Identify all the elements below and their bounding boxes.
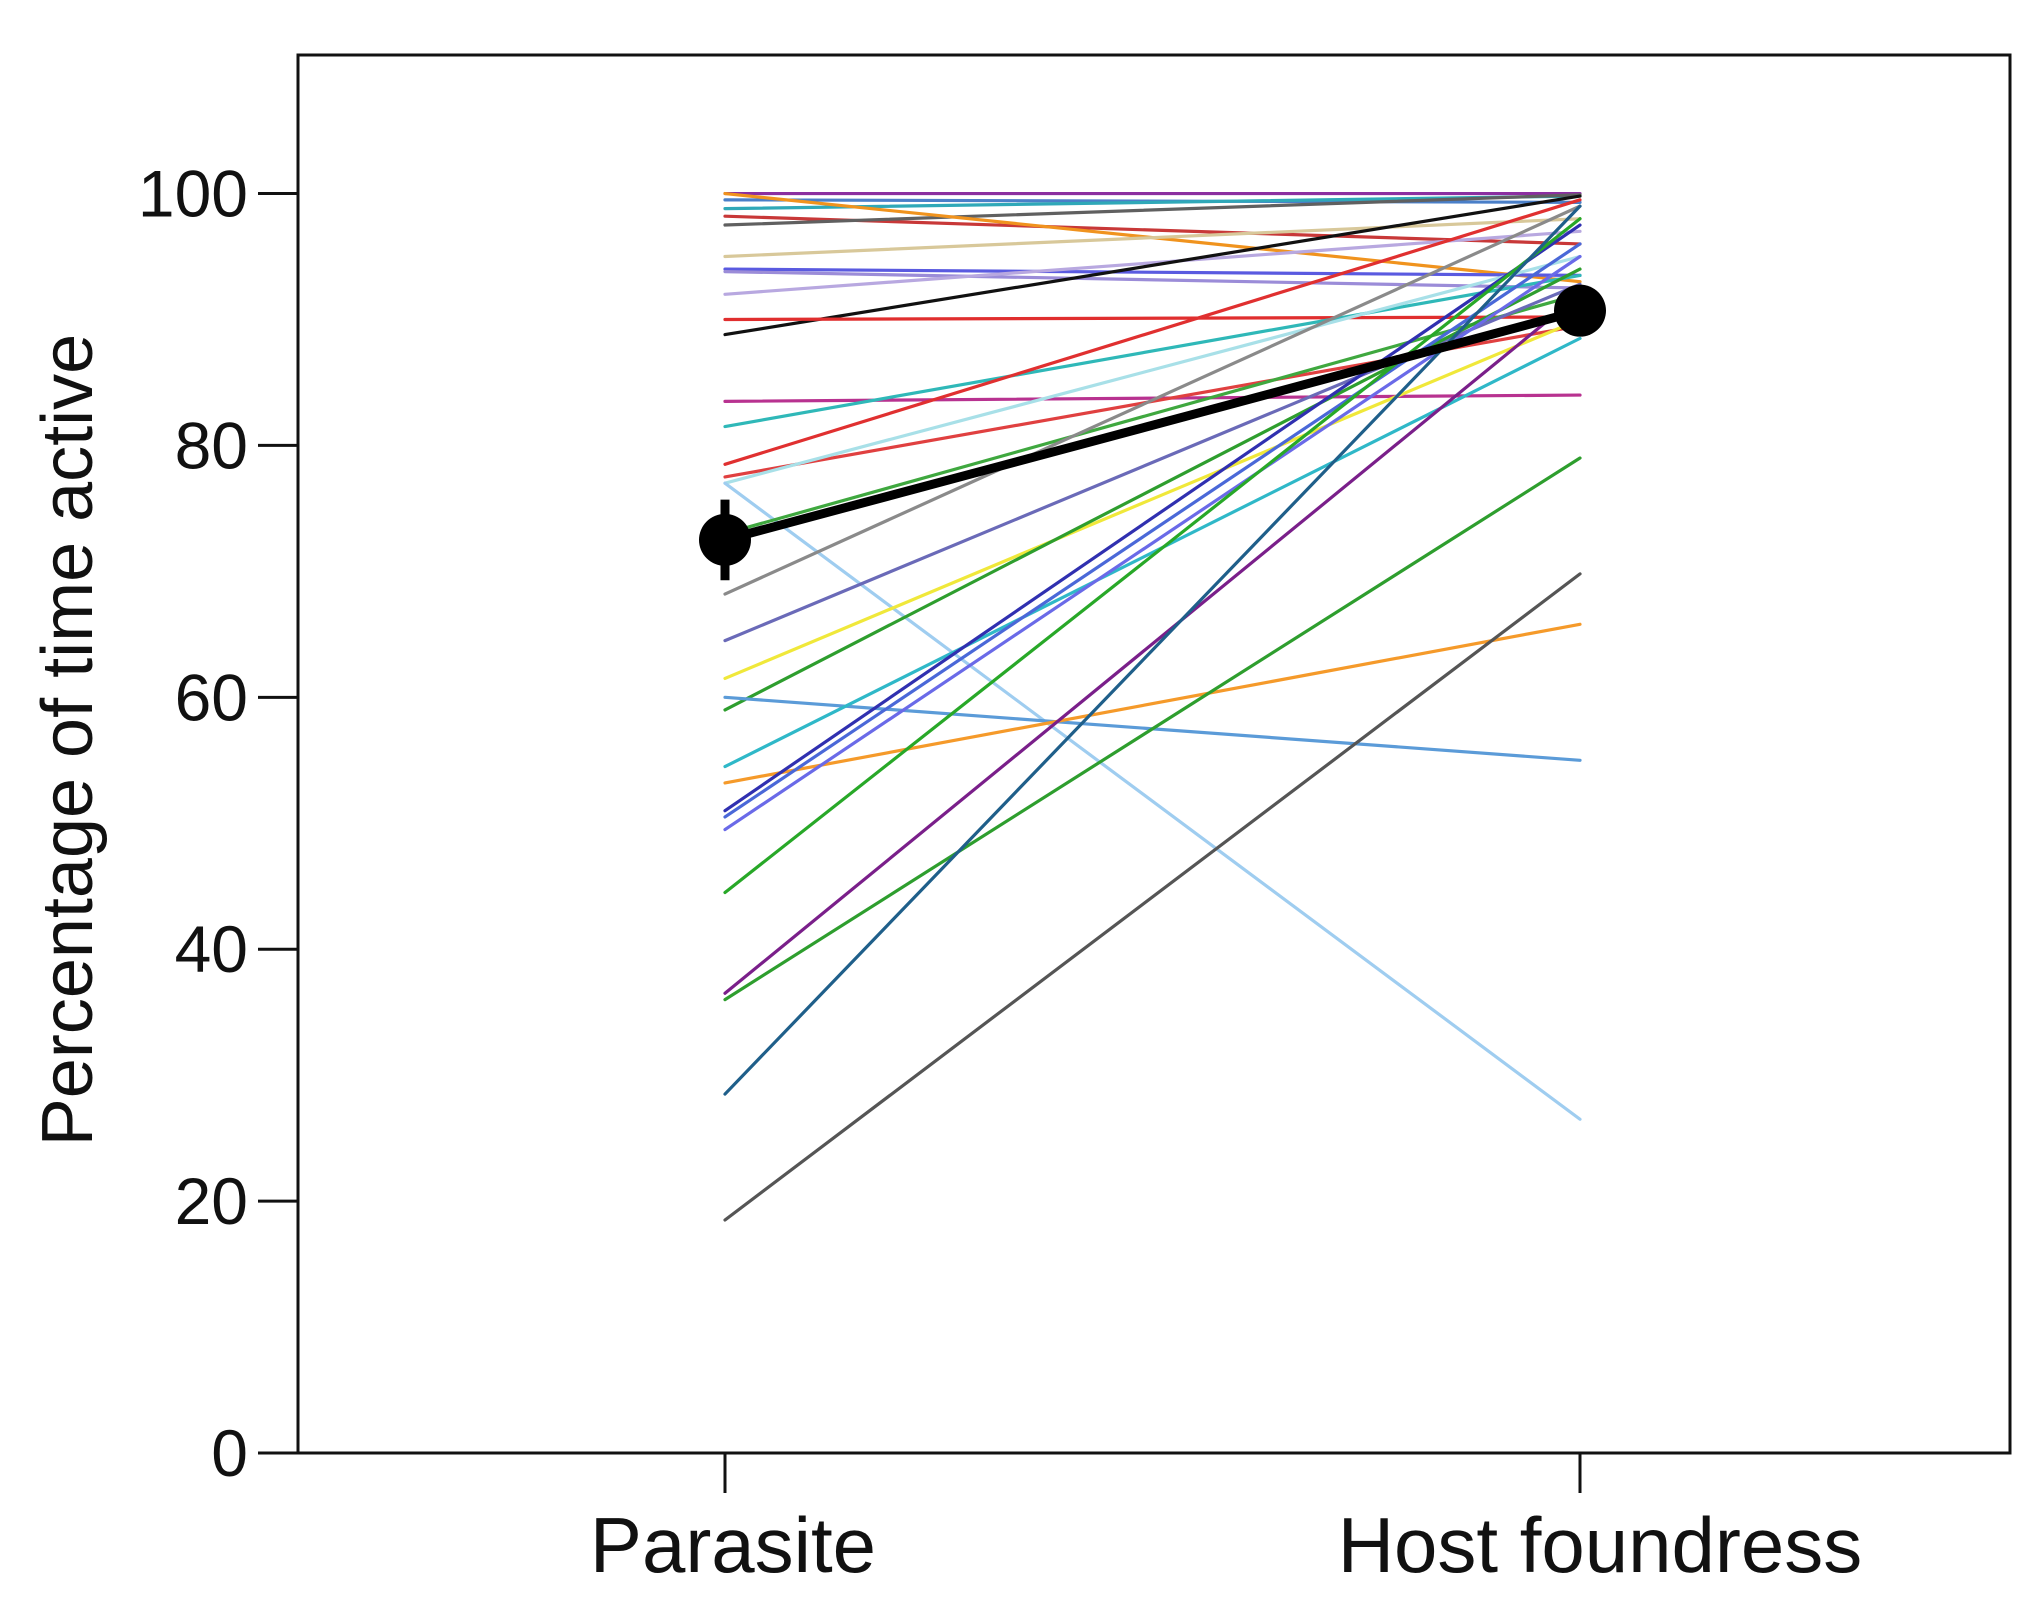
- y-tick-label-100: 100: [138, 157, 248, 231]
- series-line-33: [723, 204, 1582, 1096]
- series-line-32: [723, 456, 1582, 1002]
- series-line-28: [723, 242, 1582, 819]
- series-line-31: [723, 292, 1582, 995]
- series-line-10: [723, 229, 1582, 296]
- series-line-3: [723, 194, 1582, 211]
- series-line-34: [723, 572, 1582, 1222]
- y-tick-label-0: 0: [211, 1416, 248, 1490]
- mean-layer: [699, 284, 1606, 581]
- series-line-14: [723, 273, 1582, 429]
- y-tick-label-80: 80: [175, 408, 248, 482]
- series-line-23: [723, 267, 1582, 712]
- x-axis: Parasite Host foundress: [590, 1453, 1862, 1589]
- y-tick-label-60: 60: [175, 660, 248, 734]
- series-line-8: [723, 267, 1582, 278]
- series-line-15: [723, 198, 1582, 466]
- series-line-30: [723, 217, 1582, 895]
- plot-frame: [296, 53, 2012, 1455]
- x-category-label-1: Parasite: [590, 1501, 876, 1589]
- y-tick-label-40: 40: [175, 912, 248, 986]
- mean-line: [720, 306, 1585, 545]
- x-category-label-2: Host foundress: [1338, 1501, 1863, 1589]
- series-line-7: [723, 217, 1582, 259]
- mean-point-1: [699, 513, 751, 566]
- y-axis: 0 20 40 60 80 100: [138, 157, 298, 1490]
- mean-point-2: [1554, 284, 1606, 337]
- series-line-12: [723, 315, 1582, 322]
- series-line-27: [723, 223, 1582, 813]
- y-axis-title: Percentage of time active: [28, 334, 108, 1146]
- series-line-26: [723, 622, 1582, 785]
- series-line-5: [723, 193, 1582, 227]
- series-line-19: [723, 292, 1582, 536]
- series-line-20: [723, 204, 1582, 596]
- series-line-9: [723, 270, 1582, 290]
- series-line-17: [723, 254, 1582, 485]
- series-line-22: [723, 317, 1582, 681]
- series-line-18: [723, 481, 1582, 1121]
- y-tick-label-20: 20: [175, 1164, 248, 1238]
- series-line-11: [723, 194, 1582, 337]
